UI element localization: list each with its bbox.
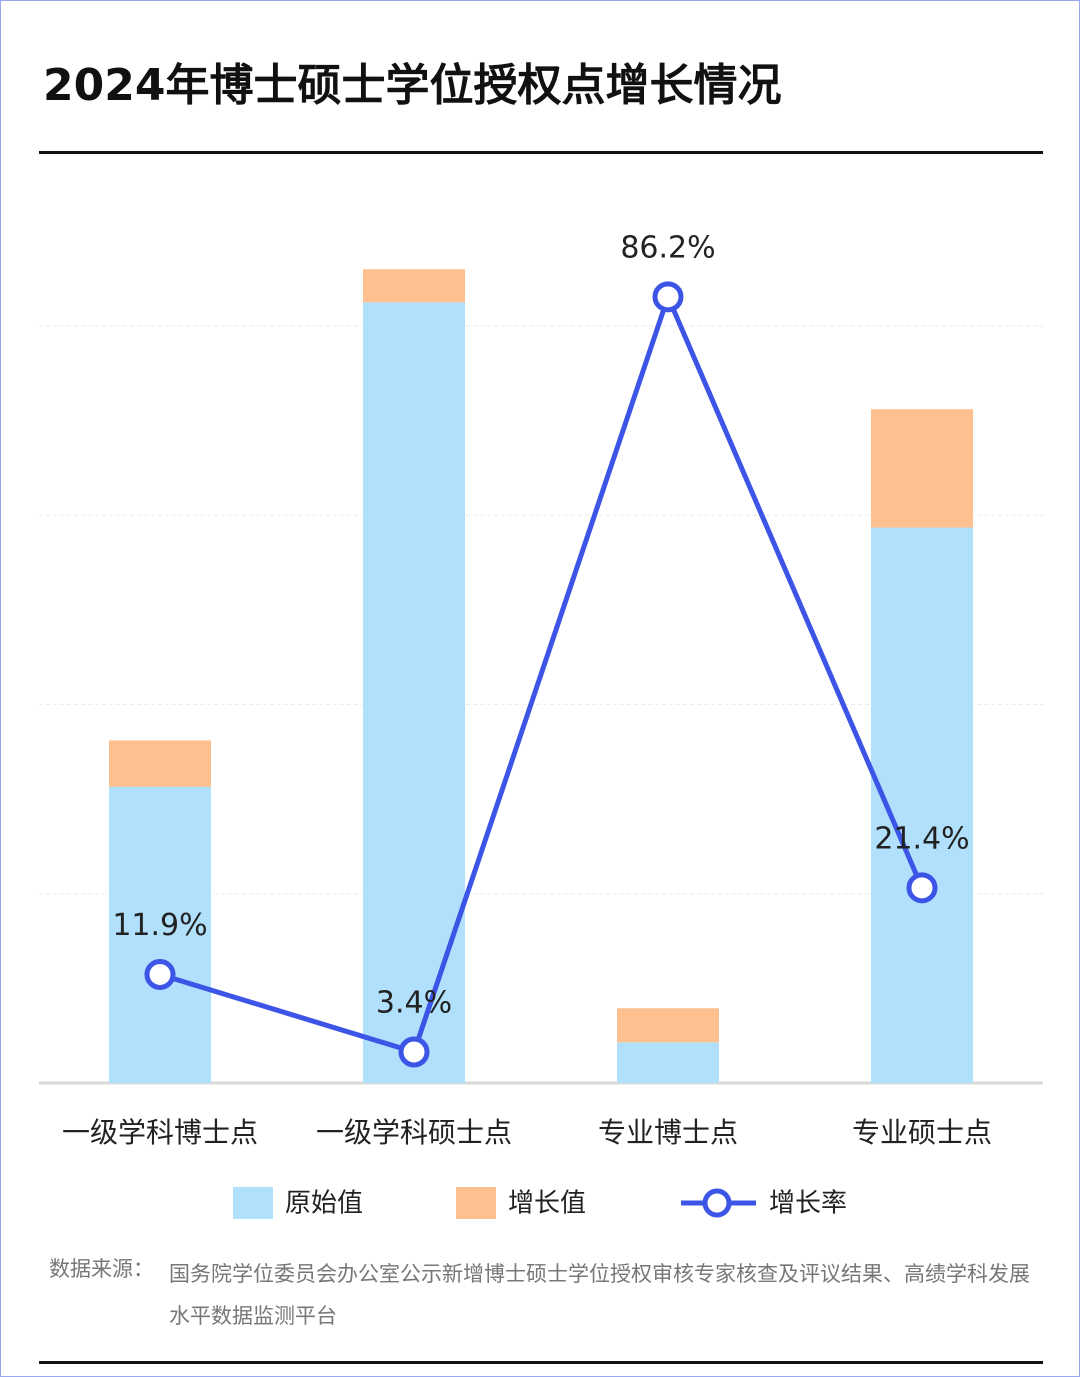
legend-swatch	[702, 1188, 732, 1218]
source-label: 数据来源：	[49, 1257, 154, 1281]
source: 国务院学位委员会办公室公示新增博士硕士学位授权审核专家核查及评议结果、高绩学科发…	[169, 1262, 1030, 1328]
chart-title: 2024年博士硕士学位授权点增长情况	[43, 60, 782, 111]
data-label: 3.4%	[376, 985, 452, 1020]
line-point	[906, 872, 938, 904]
divider	[39, 1361, 1043, 1364]
bar-segment	[871, 409, 973, 528]
legend-label: 增长率	[769, 1189, 847, 1219]
legend-swatch	[456, 1187, 496, 1219]
bar-segment	[109, 786, 211, 1083]
legend-swatch	[233, 1187, 273, 1219]
line-point	[144, 958, 176, 990]
bar-segment	[109, 740, 211, 787]
data-label: 11.9%	[112, 908, 207, 943]
bar-segment	[363, 269, 465, 303]
x-tick-label: 专业博士点	[598, 1116, 738, 1149]
x-tick-label: 一级学科博士点	[62, 1116, 258, 1149]
bar-segment	[617, 1008, 719, 1043]
bar-segment	[617, 1042, 719, 1083]
line-point	[652, 281, 684, 313]
x-tick-label: 专业硕士点	[852, 1116, 992, 1149]
legend-label: 增长值	[508, 1189, 586, 1219]
line-point	[398, 1036, 430, 1068]
x-tick-label: 一级学科硕士点	[316, 1116, 512, 1149]
line	[159, 289, 925, 1056]
data-label: 86.2%	[620, 230, 715, 265]
bar-segment	[363, 302, 465, 1083]
legend-label: 原始值	[285, 1189, 363, 1219]
data-label: 21.4%	[874, 821, 969, 856]
divider	[39, 151, 1043, 154]
